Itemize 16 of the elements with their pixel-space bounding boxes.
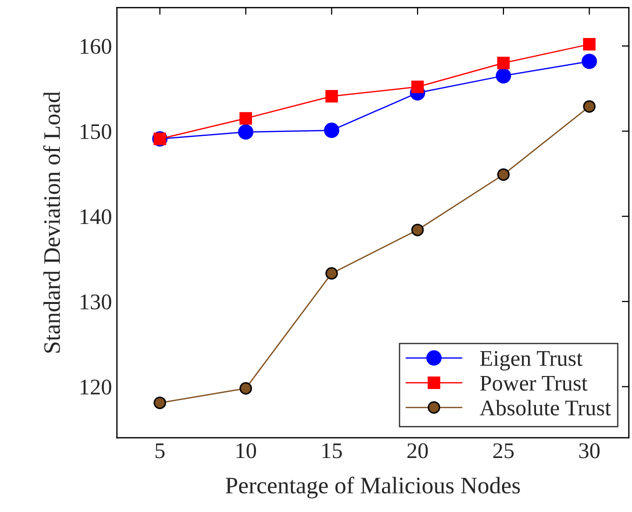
legend-label: Power Trust xyxy=(480,376,588,391)
x-tick-label: 25 xyxy=(493,443,514,458)
y-tick-label: 160 xyxy=(80,38,112,54)
legend-label: Absolute Trust xyxy=(480,400,611,416)
y-tick-label: 130 xyxy=(80,294,112,310)
x-tick-label: 20 xyxy=(407,443,428,458)
x-tick-label: 30 xyxy=(579,443,600,458)
legend-label: Eigen Trust xyxy=(480,351,583,371)
y-tick-label: 140 xyxy=(80,209,112,224)
y-axis-title: Standard Deviation of Load xyxy=(43,92,60,353)
y-tick-label: 150 xyxy=(80,124,112,140)
x-tick-label: 15 xyxy=(322,443,342,458)
x-axis-title: Percentage of Malicious Nodes xyxy=(226,476,520,498)
y-tick-label: 120 xyxy=(80,380,112,395)
x-tick-label: 5 xyxy=(156,443,165,458)
x-tick-label: 10 xyxy=(236,443,256,458)
